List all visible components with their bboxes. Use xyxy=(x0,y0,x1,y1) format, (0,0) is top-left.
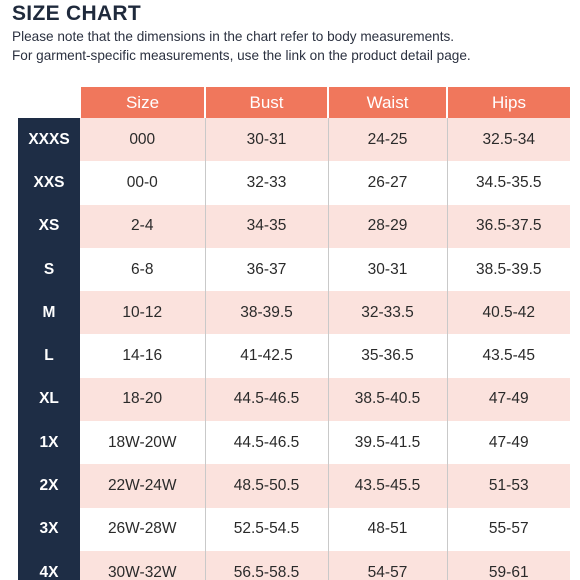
waist-cell: 26-27 xyxy=(327,161,447,205)
table-row: 1X 18W-20W 44.5-46.5 39.5-41.5 47-49 xyxy=(18,421,570,465)
size-cell: 00-0 xyxy=(80,161,205,205)
column-header-bust: Bust xyxy=(204,87,328,118)
bust-cell: 38-39.5 xyxy=(204,291,328,335)
page-title: SIZE CHART xyxy=(12,2,141,25)
row-label-m: M xyxy=(18,291,80,335)
hips-cell: 38.5-39.5 xyxy=(446,247,570,292)
waist-cell: 32-33.5 xyxy=(327,291,447,335)
waist-cell: 38.5-40.5 xyxy=(327,377,447,422)
table-row: XXS 00-0 32-33 26-27 34.5-35.5 xyxy=(18,161,570,205)
hips-cell: 47-49 xyxy=(446,377,570,422)
size-cell: 2-4 xyxy=(80,204,205,248)
bust-cell: 30-31 xyxy=(204,118,328,162)
hips-cell: 59-61 xyxy=(446,550,570,580)
row-label-4x: 4X xyxy=(18,550,80,580)
waist-cell: 24-25 xyxy=(327,118,447,162)
note-line-1: Please note that the dimensions in the c… xyxy=(12,29,455,44)
row-label-xl: XL xyxy=(18,377,80,422)
note-line-2: For garment-specific measurements, use t… xyxy=(12,48,471,63)
hips-cell: 55-57 xyxy=(446,507,570,551)
table-row: XS 2-4 34-35 28-29 36.5-37.5 xyxy=(18,204,570,248)
waist-cell: 54-57 xyxy=(327,550,447,580)
size-cell: 18W-20W xyxy=(80,421,205,465)
hips-cell: 47-49 xyxy=(446,421,570,465)
size-cell: 18-20 xyxy=(80,377,205,422)
hips-cell: 40.5-42 xyxy=(446,291,570,335)
size-cell: 10-12 xyxy=(80,291,205,335)
bust-cell: 34-35 xyxy=(204,204,328,248)
row-label-3x: 3X xyxy=(18,507,80,551)
hips-cell: 32.5-34 xyxy=(446,118,570,162)
table-row: 3X 26W-28W 52.5-54.5 48-51 55-57 xyxy=(18,507,570,551)
column-header-waist: Waist xyxy=(327,87,447,118)
header-corner xyxy=(18,87,80,118)
waist-cell: 43.5-45.5 xyxy=(327,464,447,508)
size-cell: 30W-32W xyxy=(80,550,205,580)
row-label-xxxs: XXXS xyxy=(18,118,80,162)
bust-cell: 36-37 xyxy=(204,247,328,292)
hips-cell: 51-53 xyxy=(446,464,570,508)
bust-cell: 44.5-46.5 xyxy=(204,421,328,465)
row-label-1x: 1X xyxy=(18,421,80,465)
size-chart-table: Size Bust Waist Hips XXXS 000 30-31 24-25 32… xyxy=(18,87,570,580)
bust-cell: 44.5-46.5 xyxy=(204,377,328,422)
header-row: Size Bust Waist Hips xyxy=(18,87,570,118)
bust-cell: 56.5-58.5 xyxy=(204,550,328,580)
bust-cell: 48.5-50.5 xyxy=(204,464,328,508)
row-label-2x: 2X xyxy=(18,464,80,508)
bust-cell: 32-33 xyxy=(204,161,328,205)
waist-cell: 48-51 xyxy=(327,507,447,551)
waist-cell: 30-31 xyxy=(327,247,447,292)
row-label-xs: XS xyxy=(18,204,80,248)
table-row: 2X 22W-24W 48.5-50.5 43.5-45.5 51-53 xyxy=(18,464,570,508)
hips-cell: 34.5-35.5 xyxy=(446,161,570,205)
size-cell: 14-16 xyxy=(80,334,205,378)
size-cell: 22W-24W xyxy=(80,464,205,508)
table-body: XXXS 000 30-31 24-25 32.5-34 XXS 00-0 32-33 26-2… xyxy=(18,118,570,580)
size-cell: 26W-28W xyxy=(80,507,205,551)
row-label-s: S xyxy=(18,247,80,292)
size-cell: 6-8 xyxy=(80,247,205,292)
waist-cell: 35-36.5 xyxy=(327,334,447,378)
hips-cell: 36.5-37.5 xyxy=(446,204,570,248)
table-row: XXXS 000 30-31 24-25 32.5-34 xyxy=(18,118,570,162)
table-row: S 6-8 36-37 30-31 38.5-39.5 xyxy=(18,247,570,292)
bust-cell: 52.5-54.5 xyxy=(204,507,328,551)
table-row: XL 18-20 44.5-46.5 38.5-40.5 47-49 xyxy=(18,377,570,422)
table-row: L 14-16 41-42.5 35-36.5 43.5-45 xyxy=(18,334,570,378)
table-header: Size Bust Waist Hips xyxy=(18,87,570,118)
column-header-hips: Hips xyxy=(446,87,570,118)
column-header-size: Size xyxy=(79,87,205,118)
row-label-l: L xyxy=(18,334,80,378)
bust-cell: 41-42.5 xyxy=(204,334,328,378)
table-row: M 10-12 38-39.5 32-33.5 40.5-42 xyxy=(18,291,570,335)
waist-cell: 28-29 xyxy=(327,204,447,248)
size-cell: 000 xyxy=(80,118,205,162)
row-label-xxs: XXS xyxy=(18,161,80,205)
waist-cell: 39.5-41.5 xyxy=(327,421,447,465)
table-row: 4X 30W-32W 56.5-58.5 54-57 59-61 xyxy=(18,550,570,580)
hips-cell: 43.5-45 xyxy=(446,334,570,378)
